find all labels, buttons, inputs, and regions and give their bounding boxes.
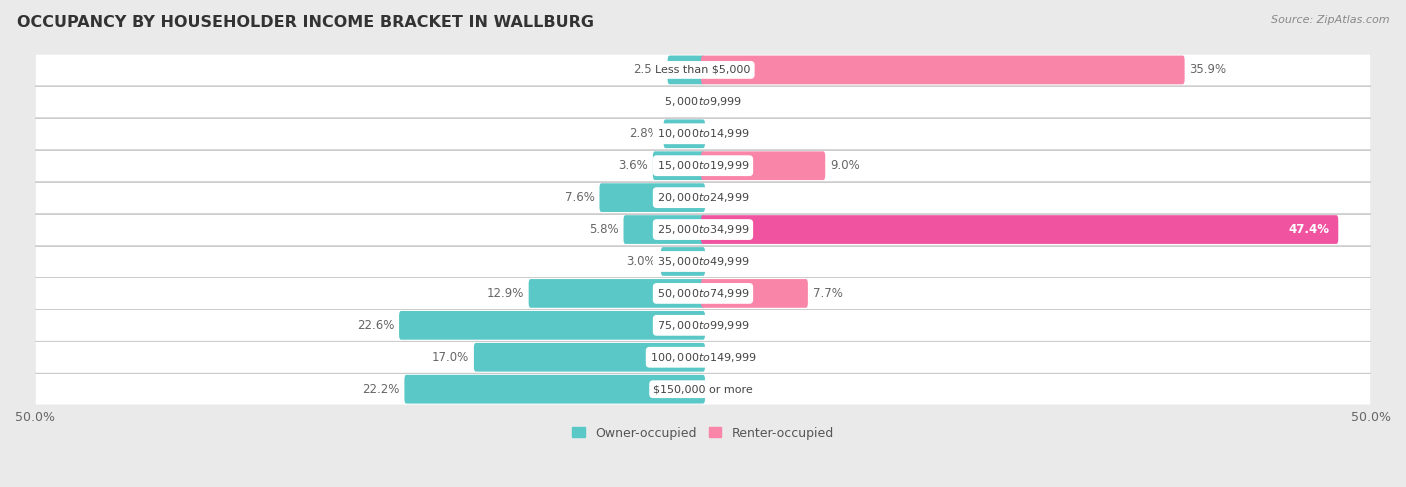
Text: $5,000 to $9,999: $5,000 to $9,999 — [664, 95, 742, 108]
FancyBboxPatch shape — [702, 56, 1185, 84]
FancyBboxPatch shape — [399, 311, 704, 340]
FancyBboxPatch shape — [652, 151, 704, 180]
Text: $100,000 to $149,999: $100,000 to $149,999 — [650, 351, 756, 364]
Text: 0.0%: 0.0% — [710, 95, 740, 108]
FancyBboxPatch shape — [623, 215, 704, 244]
Text: 0.0%: 0.0% — [710, 255, 740, 268]
FancyBboxPatch shape — [702, 215, 1339, 244]
Text: 12.9%: 12.9% — [486, 287, 524, 300]
Text: 2.5%: 2.5% — [633, 63, 662, 76]
Text: 3.6%: 3.6% — [619, 159, 648, 172]
Text: 0.0%: 0.0% — [666, 95, 696, 108]
FancyBboxPatch shape — [668, 56, 704, 84]
FancyBboxPatch shape — [35, 278, 1371, 309]
FancyBboxPatch shape — [664, 119, 704, 148]
Text: 0.0%: 0.0% — [710, 351, 740, 364]
Text: 22.2%: 22.2% — [363, 383, 399, 396]
FancyBboxPatch shape — [405, 375, 704, 404]
FancyBboxPatch shape — [702, 279, 808, 308]
Text: Less than $5,000: Less than $5,000 — [655, 65, 751, 75]
Text: 0.0%: 0.0% — [710, 191, 740, 204]
FancyBboxPatch shape — [35, 118, 1371, 150]
FancyBboxPatch shape — [35, 150, 1371, 182]
FancyBboxPatch shape — [661, 247, 704, 276]
Text: 7.7%: 7.7% — [813, 287, 842, 300]
Text: 0.0%: 0.0% — [710, 127, 740, 140]
Text: 47.4%: 47.4% — [1288, 223, 1330, 236]
Text: Source: ZipAtlas.com: Source: ZipAtlas.com — [1271, 15, 1389, 25]
Text: 5.8%: 5.8% — [589, 223, 619, 236]
Text: $20,000 to $24,999: $20,000 to $24,999 — [657, 191, 749, 204]
Text: OCCUPANCY BY HOUSEHOLDER INCOME BRACKET IN WALLBURG: OCCUPANCY BY HOUSEHOLDER INCOME BRACKET … — [17, 15, 593, 30]
FancyBboxPatch shape — [35, 54, 1371, 86]
Text: $75,000 to $99,999: $75,000 to $99,999 — [657, 319, 749, 332]
Text: 22.6%: 22.6% — [357, 319, 395, 332]
Text: 7.6%: 7.6% — [565, 191, 595, 204]
FancyBboxPatch shape — [35, 373, 1371, 405]
Text: $10,000 to $14,999: $10,000 to $14,999 — [657, 127, 749, 140]
FancyBboxPatch shape — [702, 151, 825, 180]
FancyBboxPatch shape — [529, 279, 704, 308]
FancyBboxPatch shape — [35, 341, 1371, 373]
Text: $25,000 to $34,999: $25,000 to $34,999 — [657, 223, 749, 236]
FancyBboxPatch shape — [35, 214, 1371, 245]
Text: $15,000 to $19,999: $15,000 to $19,999 — [657, 159, 749, 172]
Legend: Owner-occupied, Renter-occupied: Owner-occupied, Renter-occupied — [568, 422, 838, 445]
FancyBboxPatch shape — [35, 309, 1371, 341]
FancyBboxPatch shape — [474, 343, 704, 372]
Text: $150,000 or more: $150,000 or more — [654, 384, 752, 394]
FancyBboxPatch shape — [35, 245, 1371, 278]
Text: $35,000 to $49,999: $35,000 to $49,999 — [657, 255, 749, 268]
Text: 9.0%: 9.0% — [830, 159, 859, 172]
Text: 0.0%: 0.0% — [710, 383, 740, 396]
Text: 3.0%: 3.0% — [627, 255, 657, 268]
FancyBboxPatch shape — [35, 182, 1371, 214]
Text: 17.0%: 17.0% — [432, 351, 470, 364]
Text: 0.0%: 0.0% — [710, 319, 740, 332]
FancyBboxPatch shape — [599, 183, 704, 212]
Text: 2.8%: 2.8% — [628, 127, 659, 140]
Text: 35.9%: 35.9% — [1189, 63, 1226, 76]
Text: $50,000 to $74,999: $50,000 to $74,999 — [657, 287, 749, 300]
FancyBboxPatch shape — [35, 86, 1371, 118]
